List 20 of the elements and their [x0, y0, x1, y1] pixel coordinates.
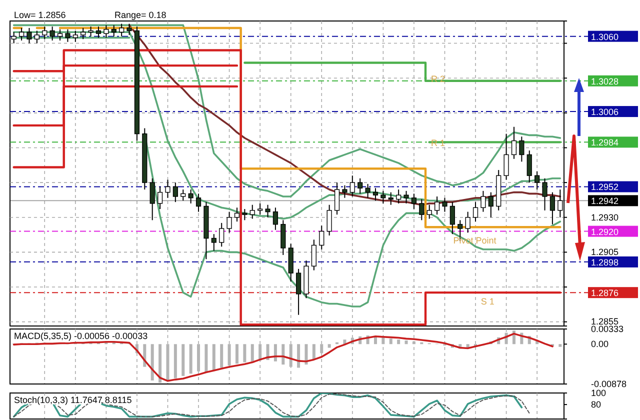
ref-line-label: 1.3060	[591, 32, 619, 42]
ref-line-label: 1.3028	[591, 76, 619, 86]
text: Low= 1.2856	[14, 10, 66, 20]
y-tick-label: 1.2905	[591, 247, 619, 258]
y-tick-label: 1.2930	[591, 212, 619, 222]
ref-line-label: 1.2942	[591, 196, 619, 206]
ref-line-label: 1.2984	[591, 138, 619, 148]
annotation: S 1	[480, 296, 494, 307]
y-tick-label: 80	[591, 399, 602, 410]
text: Range= 0.18	[114, 10, 166, 20]
ref-line-label: 1.2952	[591, 182, 619, 192]
ref-line-label: 1.2898	[591, 257, 619, 268]
ref-line-label: 1.2876	[591, 288, 619, 298]
y-tick-label: 100	[591, 388, 606, 398]
ref-line-label: 1.3006	[591, 107, 619, 118]
ref-line-label: 1.2920	[591, 226, 619, 237]
annotation: R 1	[431, 138, 446, 148]
y-tick-label: 0.00	[591, 339, 609, 350]
y-tick-label: -0.00878	[591, 378, 627, 389]
chart-title: MACD(5,35,5) -0.00056 -0.00033	[14, 331, 148, 341]
